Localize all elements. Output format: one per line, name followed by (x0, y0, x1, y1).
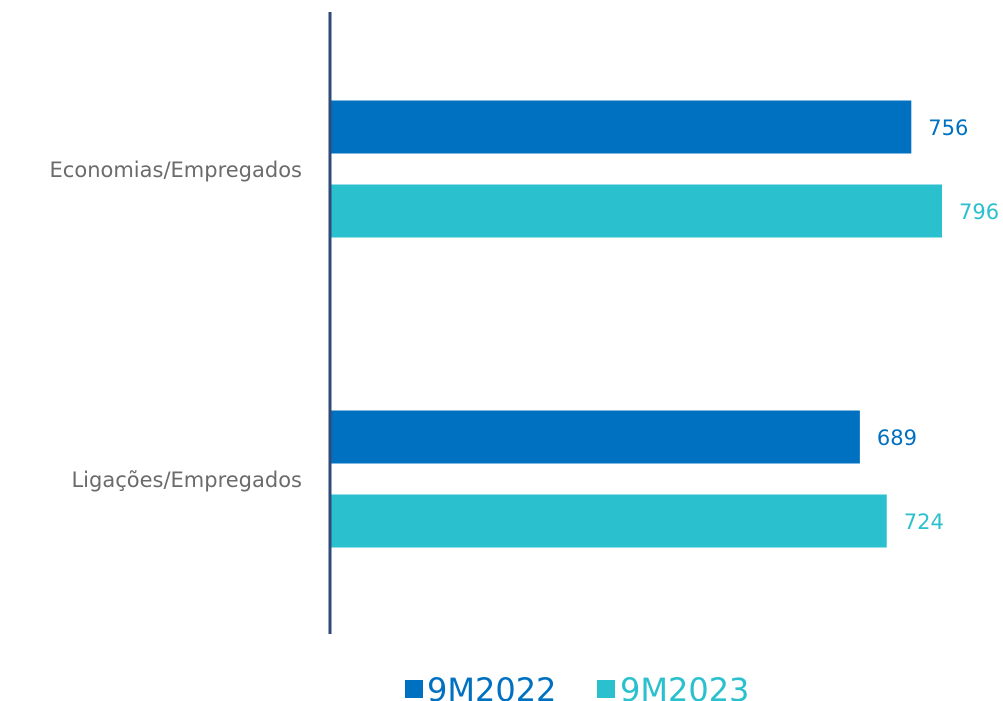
data-label-ligacoes-9m2023: 724 (904, 510, 944, 534)
category-label-economias: Economias/Empregados (50, 158, 302, 182)
bar-ligacoes-9m2022 (331, 411, 860, 464)
bar-economias-9m2023 (331, 185, 942, 238)
bars-layer (331, 101, 942, 548)
legend-swatch-9m2023 (597, 680, 615, 698)
legend-label-9m2023: 9M2023 (620, 671, 749, 701)
labels-layer: Economias/Empregados 756 796 Ligações/Empre… (50, 116, 1000, 534)
legend-label-9m2022: 9M2022 (427, 671, 556, 701)
legend: 9M2022 9M2023 (405, 671, 749, 701)
data-label-economias-9m2023: 796 (959, 200, 999, 224)
legend-swatch-9m2022 (405, 680, 423, 698)
data-label-ligacoes-9m2022: 689 (877, 426, 917, 450)
category-label-ligacoes: Ligações/Empregados (71, 468, 302, 492)
bar-ligacoes-9m2023 (331, 495, 887, 548)
data-label-economias-9m2022: 756 (928, 116, 968, 140)
bar-economias-9m2022 (331, 101, 911, 154)
